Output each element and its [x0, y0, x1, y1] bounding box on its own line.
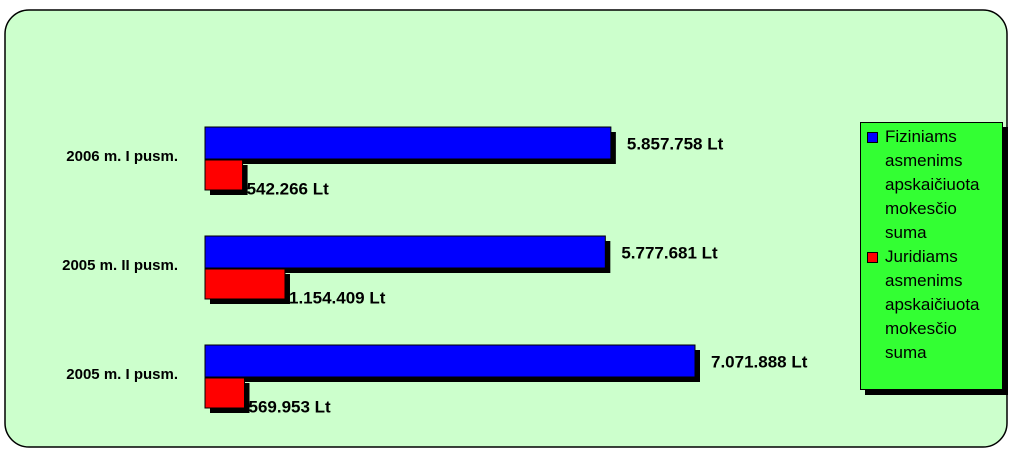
legend-item: Juridiams asmenims apskaičiuota mokesčio… — [867, 245, 1000, 365]
bar — [204, 126, 612, 160]
bar — [204, 235, 606, 269]
legend-swatch — [867, 132, 878, 143]
y-tick-label: 2006 m. I pusm. — [66, 148, 178, 165]
data-label: 569.953 Lt — [248, 397, 331, 416]
data-label: 542.266 Lt — [247, 179, 330, 198]
data-label: 5.777.681 Lt — [621, 243, 718, 262]
legend: Fiziniams asmenims apskaičiuota mokesčio… — [860, 122, 1003, 390]
bar — [204, 344, 696, 378]
bar — [204, 159, 244, 191]
legend-label: Juridiams asmenims apskaičiuota mokesčio… — [885, 247, 980, 362]
data-label: 7.071.888 Lt — [711, 352, 808, 371]
bar — [204, 377, 245, 409]
chart-frame — [4, 9, 1008, 448]
data-label: 1.154.409 Lt — [289, 288, 386, 307]
legend-item: Fiziniams asmenims apskaičiuota mokesčio… — [867, 125, 1000, 245]
y-tick-label: 2005 m. I pusm. — [66, 366, 178, 383]
y-tick-label: 2005 m. II pusm. — [62, 257, 178, 274]
legend-swatch — [867, 252, 878, 263]
bar — [204, 268, 286, 300]
legend-label: Fiziniams asmenims apskaičiuota mokesčio… — [885, 127, 980, 242]
data-label: 5.857.758 Lt — [627, 134, 724, 153]
